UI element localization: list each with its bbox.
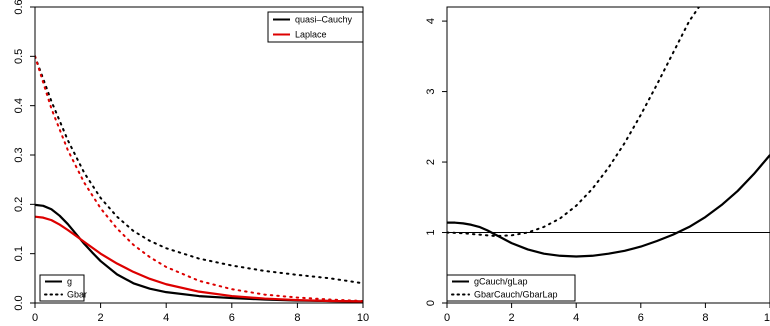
- y-tick-label: 0.4: [13, 98, 25, 113]
- x-tick-label: 10: [357, 312, 369, 324]
- y-tick-label: 2: [425, 159, 437, 165]
- left-plot: 0 2 4 6 8 10 0.0 0.1 0.2 0.3 0.4 0.5 0.6 quasi–Cauchy…: [13, 0, 369, 324]
- x-tick-label: 8: [702, 312, 708, 324]
- y-tick-label: 1: [425, 229, 437, 235]
- y-tick-label: 0.3: [13, 147, 25, 162]
- x-tick-label: 0: [444, 312, 450, 324]
- y-tick-label: 0: [425, 300, 437, 306]
- series-line-2: [35, 55, 363, 285]
- x-tick-label: 2: [509, 312, 515, 324]
- legend-box: [267, 11, 364, 43]
- x-tick-label: 2: [98, 312, 104, 324]
- legend-label: Gbar: [67, 290, 87, 300]
- series-line-0: [447, 154, 770, 258]
- x-tick-label: 4: [573, 312, 579, 324]
- y-tick-label: 0.2: [13, 197, 25, 212]
- y-tick-label: 0.1: [13, 246, 25, 261]
- x-tick-label: 10: [764, 312, 770, 324]
- y-tick-label: 3: [425, 89, 437, 95]
- right-plot: 0 2 4 6 8 10 0 1 2 3 4 gCauch/gLap GbarCauch/GbarLap: [425, 6, 770, 324]
- plot-frame: [446, 6, 770, 304]
- x-tick-label: 6: [229, 312, 235, 324]
- x-tick-label: 0: [32, 312, 38, 324]
- legend-label: gCauch/gLap: [474, 277, 528, 287]
- x-tick-label: 6: [638, 312, 644, 324]
- x-tick-label: 4: [163, 312, 169, 324]
- legend-box: [39, 274, 85, 302]
- x-tick-label: 8: [294, 312, 300, 324]
- legend-label: quasi–Cauchy: [295, 15, 353, 25]
- legend-label: GbarCauch/GbarLap: [474, 290, 558, 300]
- series-line-3: [35, 55, 363, 303]
- legend-box: [446, 274, 576, 302]
- legend-label: Laplace: [295, 30, 327, 40]
- y-tick-label: 0.6: [13, 0, 25, 15]
- y-tick-label: 0.5: [13, 49, 25, 64]
- legend-label: g: [67, 277, 72, 287]
- y-tick-label: 4: [425, 18, 437, 24]
- y-tick-label: 0.0: [13, 295, 25, 310]
- series-line-1: [447, 7, 700, 238]
- series-line-1: [35, 215, 363, 303]
